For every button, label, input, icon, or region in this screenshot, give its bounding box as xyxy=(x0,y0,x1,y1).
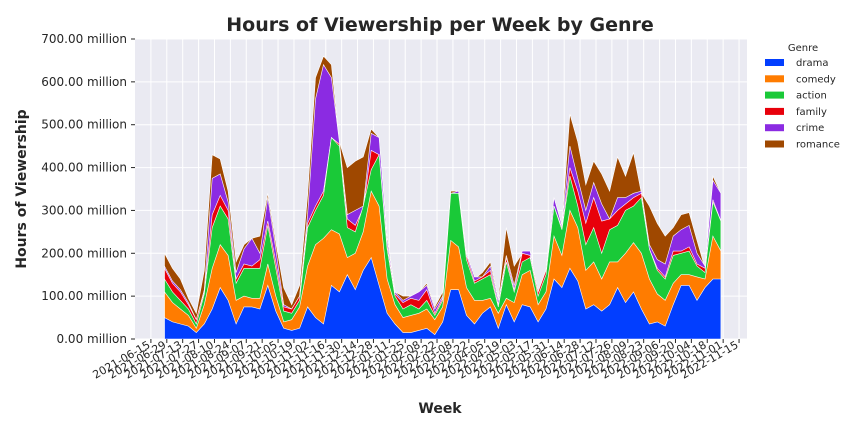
legend-label-action: action xyxy=(796,91,827,102)
legend-swatch-romance xyxy=(765,140,784,148)
legend-swatch-family xyxy=(765,107,784,115)
x-axis-ticks: 2021-06-152021-06-292021-07-132021-07-27… xyxy=(91,338,741,381)
y-tick-label: 500.00 million xyxy=(41,118,127,132)
y-tick-label: 600.00 million xyxy=(41,75,127,89)
legend-label-romance: romance xyxy=(796,140,840,151)
legend-swatch-action xyxy=(765,91,784,99)
legend-label-comedy: comedy xyxy=(796,74,836,85)
y-tick-label: 300.00 million xyxy=(41,203,127,217)
legend-swatch-crime xyxy=(765,124,784,132)
x-axis-label: Week xyxy=(418,401,462,417)
area-drama xyxy=(164,256,722,340)
y-tick-label: 400.00 million xyxy=(41,161,127,175)
legend-swatch-drama xyxy=(765,59,784,66)
legend-label-family: family xyxy=(796,107,827,118)
legend-label-drama: drama xyxy=(796,58,828,69)
y-tick-label: 0.00 million xyxy=(56,332,127,346)
y-axis-ticks: 0.00 million 100.00 million 200.00 million… xyxy=(41,32,135,346)
legend-title: Genre xyxy=(788,43,818,54)
legend-label-crime: crime xyxy=(796,123,824,134)
chart-title: Hours of Viewership per Week by Genre xyxy=(226,14,654,36)
area-series xyxy=(164,55,722,340)
legend: Genre drama comedy action family crime romanc… xyxy=(765,43,840,151)
y-axis-label: Hours of Viewership xyxy=(14,109,30,268)
y-tick-label: 200.00 million xyxy=(41,246,127,260)
y-tick-label: 100.00 million xyxy=(41,289,127,303)
y-tick-label: 700.00 million xyxy=(41,32,127,46)
legend-swatch-comedy xyxy=(765,75,784,83)
